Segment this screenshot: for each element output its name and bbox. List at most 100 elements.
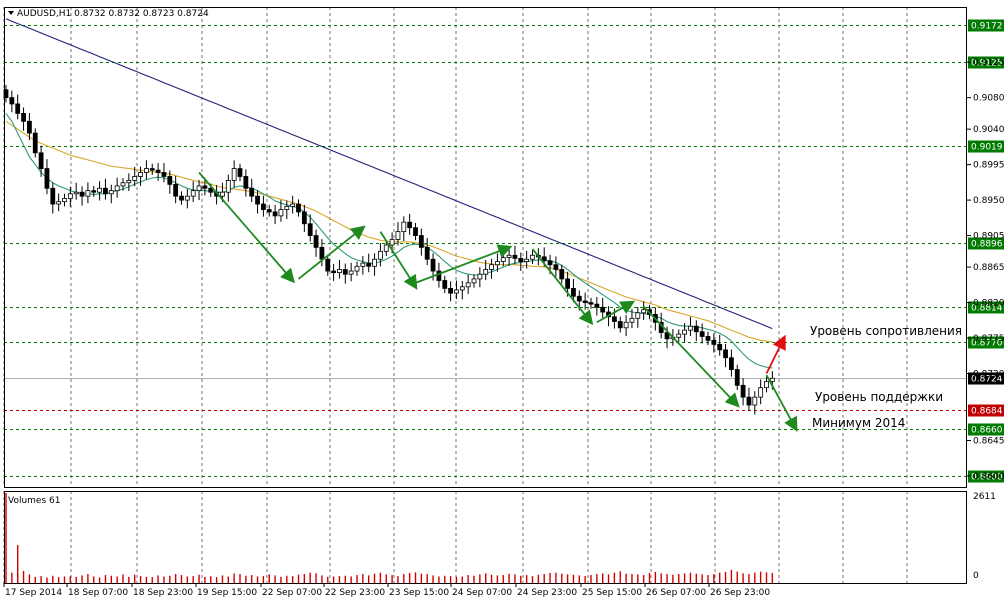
price-level-tag [968,301,1004,314]
volume-axis: 2611 0 [973,492,996,581]
candle-body [688,325,693,331]
price-levels: 0.91720.91250.90190.88960.88140.87700.87… [4,19,1004,483]
candle-body [366,262,372,267]
candle-body [524,258,530,262]
candle-body [565,278,570,289]
candle-body [360,262,366,267]
candle-body [132,176,138,181]
candle-body [594,303,600,308]
candle-body [600,306,606,313]
time-tick-label: 22 Sep 23:00 [325,588,385,598]
candle-body [97,187,102,193]
time-tick-label: 18 Sep 07:00 [68,588,128,598]
time-tick-label: 26 Sep 23:00 [710,588,770,598]
price-level-label: 0.8724 [971,375,1003,385]
candle-body [740,384,746,398]
candle-body [73,191,79,195]
price-level-label: 0.9125 [971,59,1003,69]
candle-body [395,231,401,240]
candle-body [62,198,67,203]
candle-body [161,172,167,177]
candle-body [301,211,307,225]
ma-mid-line [5,120,773,343]
candle-body [208,187,214,193]
candle-body [79,191,85,197]
candle-body [734,369,740,386]
candle-body [729,357,734,370]
candle-body [477,273,483,280]
candle-body [377,250,383,260]
candle-body [331,270,337,274]
price-tick-label: 0.8645 [973,436,1005,446]
candle-body [541,256,547,262]
candle-body [44,168,50,189]
price-tick-label: 0.8775 [973,334,1005,344]
candle-body [290,203,296,207]
volume-bars [5,493,774,583]
price-level-label: 0.8600 [971,473,1003,483]
price-level-tag [968,19,1004,32]
candle-body [576,295,582,302]
candle-body [401,221,407,233]
candle-body [348,270,354,275]
candle-body [424,246,430,260]
candle-body [506,254,512,259]
candle-body [436,270,442,281]
candle-body [547,260,553,266]
candle-body [354,265,360,272]
candle-body [173,183,179,197]
candle-body [237,168,243,177]
candle-body [56,201,62,205]
price-level-label: 0.8684 [971,407,1003,417]
time-axis: 17 Sep 2014 18 Sep 07:00 18 Sep 23:00 19 Se… [3,583,770,598]
price-tick-label: 0.8730 [973,370,1005,380]
price-panel-border [4,7,967,488]
chart-frame [4,7,967,584]
candle-body [103,187,108,195]
price-tick-label: 0.9080 [973,94,1005,104]
candle-body [15,103,21,114]
price-tick-label: 0.8820 [973,299,1005,309]
candle-body [278,209,284,217]
candle-body [225,179,231,193]
candle-body [764,380,769,389]
moving-averages [5,18,773,369]
candle-body [155,169,161,173]
time-tick-label: 17 Sep 2014 [5,588,62,598]
price-level-label: 0.8770 [971,339,1003,349]
volume-panel-border [4,491,967,584]
dropdown-icon [8,11,14,15]
candle-body [500,257,506,262]
price-tick-label: 0.8950 [973,196,1005,206]
candle-body [489,264,494,270]
candle-body [266,209,272,213]
candle-body [9,97,15,105]
grid-lines [3,7,908,583]
price-tick-label: 0.8905 [973,232,1005,242]
candle-body [459,286,465,291]
candle-body [126,179,132,184]
trend-arrow-green [379,231,418,290]
candle-body [758,387,764,398]
candle-body [682,329,687,335]
candle-body [231,168,237,181]
candle-body [108,190,114,195]
candle-body [571,287,576,297]
annotation-min2014: Минимум 2014 [812,416,905,430]
candle-body [272,211,278,217]
trend-arrow-green [531,248,594,326]
candle-body [296,203,301,213]
price-level-label: 0.9019 [971,143,1003,153]
candle-body [705,336,711,341]
candle-body [746,396,752,406]
candle-body [21,113,26,122]
candle-body [319,246,325,260]
candle-body [372,258,377,267]
candle-body [623,321,629,329]
price-level-tag [968,140,1004,153]
candle-body [337,269,342,274]
time-tick-label: 24 Sep 23:00 [517,588,577,598]
candle-body [418,235,424,248]
candle-body [50,187,56,205]
